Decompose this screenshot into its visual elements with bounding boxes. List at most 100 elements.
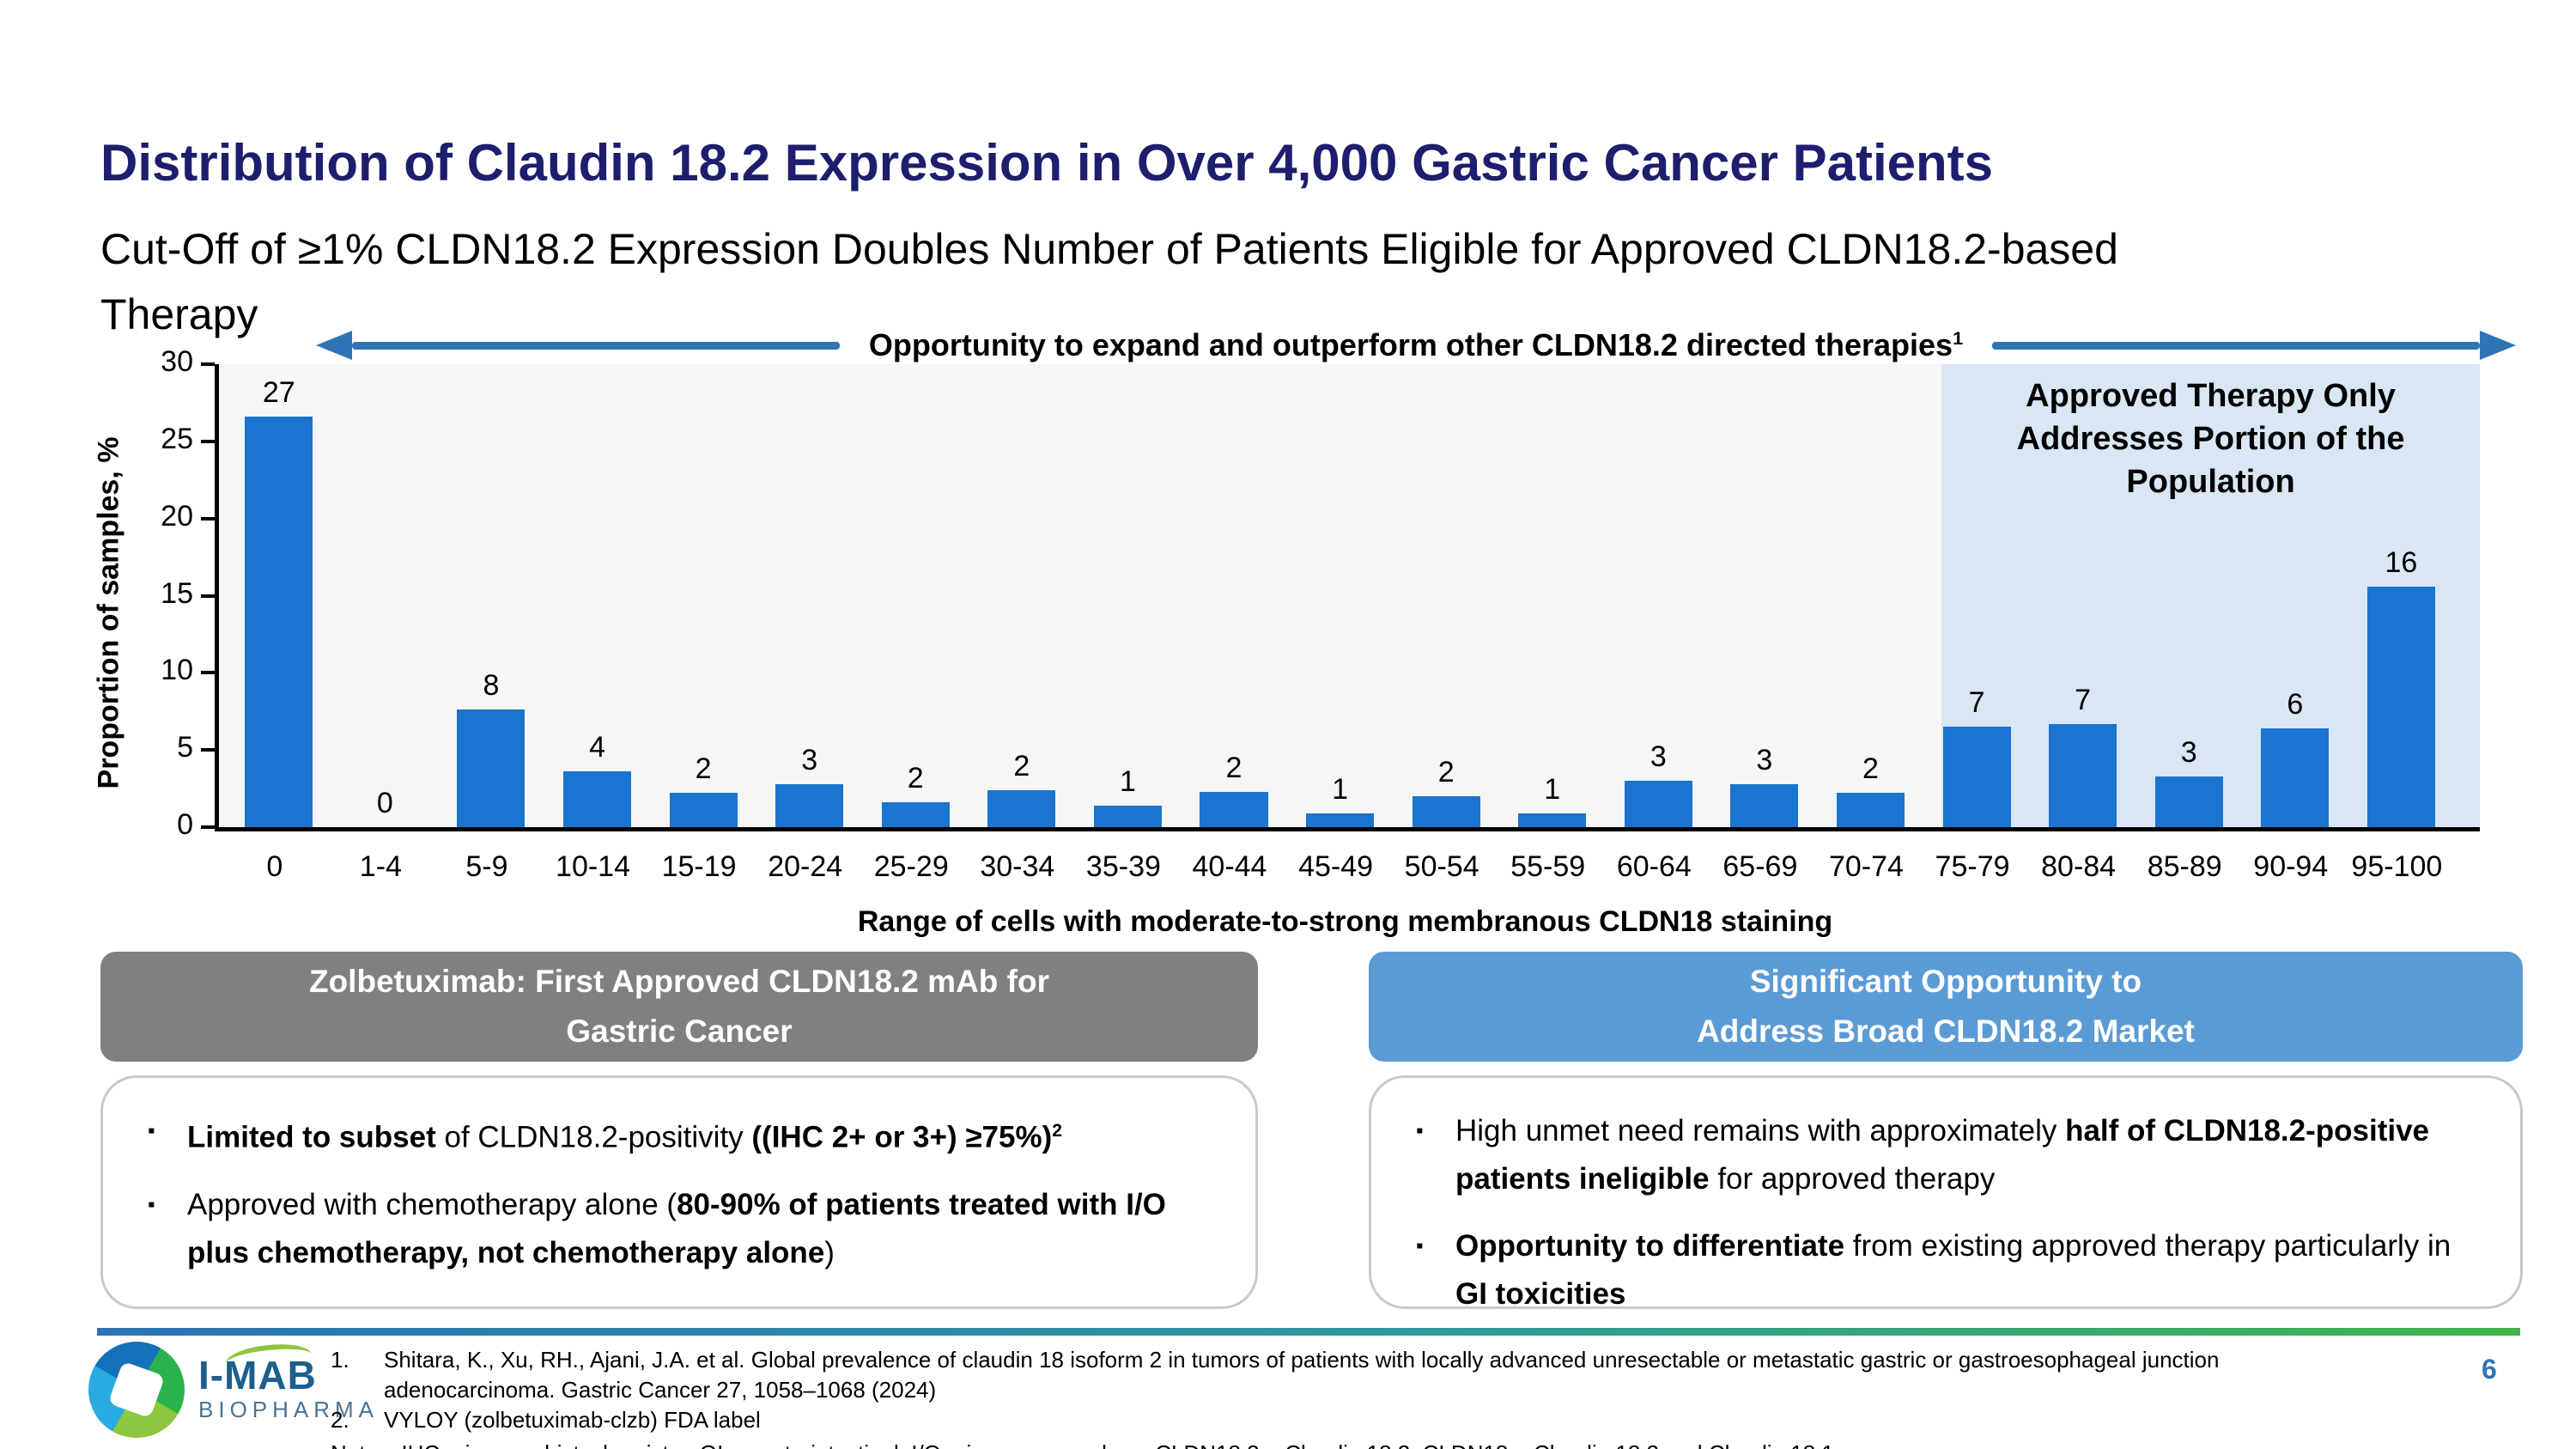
bar-value-label: 1 <box>1332 772 1349 806</box>
zolbetuximab-header-box: Zolbetuximab: First Approved CLDN18.2 mA… <box>100 952 1258 1062</box>
bar-value-label: 3 <box>2180 735 2197 769</box>
bar-value-label: 0 <box>376 787 393 819</box>
bar-slot: 0 <box>332 364 439 827</box>
y-axis-title: Proportion of samples, % <box>92 436 125 789</box>
bar <box>1306 813 1375 827</box>
x-axis-tick-label: 0 <box>266 850 283 883</box>
x-axis-tick-label: 40-44 <box>1192 850 1267 883</box>
bar-slot: 3 <box>1606 364 1712 827</box>
highlight-label: Approved Therapy Only Addresses Portion … <box>1941 374 2480 503</box>
y-axis-tick-label: 5 <box>177 731 193 764</box>
bar <box>881 802 950 827</box>
bar <box>2366 586 2435 827</box>
y-axis-tick-mark <box>201 671 215 675</box>
bar <box>1836 793 1905 827</box>
bar <box>1200 791 1268 827</box>
bar <box>245 417 313 827</box>
x-axis-tick-label: 55-59 <box>1510 850 1586 883</box>
bullet-item: ▪ Opportunity to differentiate from exist… <box>1416 1222 2482 1318</box>
bar-value-label: 2 <box>695 752 712 786</box>
bullet-square-icon: ▪ <box>1416 1119 1424 1142</box>
bar-slot: 16 <box>2348 364 2455 827</box>
bar-value-label: 7 <box>2075 683 2092 716</box>
bullet-square-icon: ▪ <box>148 1119 155 1142</box>
bar <box>562 771 632 827</box>
bullet-item: ▪ Limited to subset of CLDN18.2-positivit… <box>148 1107 1218 1162</box>
bar-slot: 7 <box>1923 364 2030 827</box>
bar-chart: Proportion of samples, % Approved Therap… <box>90 345 2486 965</box>
x-axis-title: Range of cells with moderate-to-strong m… <box>857 905 1833 938</box>
reference-item: 1. Shitara, K., Xu, RH., Ajani, J.A. et a… <box>331 1345 2357 1405</box>
y-axis-tick-label: 15 <box>161 576 193 610</box>
bar-value-label: 2 <box>907 762 924 795</box>
y-axis-tick-label: 30 <box>161 345 193 378</box>
reference-number: 2. <box>331 1407 349 1433</box>
x-axis-tick-label: 75-79 <box>1935 850 2010 883</box>
bar-slot: 6 <box>2242 364 2348 827</box>
bar-value-label: 1 <box>1119 764 1136 798</box>
bar <box>2049 723 2117 827</box>
y-axis-tick-label: 10 <box>161 654 193 687</box>
blue-header-line-2: Address Broad CLDN18.2 Market <box>1697 1014 2195 1049</box>
logo-name: I-MAB <box>198 1353 317 1397</box>
imab-biopharma-logo: I-MAB BIOPHARMA <box>88 1340 374 1443</box>
x-axis-tick-label: 90-94 <box>2253 850 2329 883</box>
bar-slot: 2 <box>969 364 1075 827</box>
x-axis-tick-label: 1-4 <box>359 850 402 883</box>
bar-value-label: 3 <box>1649 740 1667 774</box>
bar <box>1412 796 1480 827</box>
bar-value-label: 27 <box>262 376 295 410</box>
bar-slot: 1 <box>1287 364 1394 827</box>
y-axis-tick-label: 25 <box>161 422 193 455</box>
opportunity-bullet-box: ▪ High unmet need remains with approximat… <box>1369 1075 2523 1311</box>
bullet-text: Opportunity to differentiate from existi… <box>1455 1229 2451 1311</box>
arrow-line-right <box>1992 341 2481 350</box>
bar-slot: 2 <box>650 364 756 827</box>
bar-value-label: 3 <box>1756 743 1773 776</box>
footer-divider <box>97 1328 2520 1336</box>
bar-slot: 1 <box>1075 364 1182 827</box>
bullet-square-icon: ▪ <box>148 1192 155 1216</box>
bar-slot: 2 <box>862 364 969 827</box>
bar-value-label: 7 <box>1968 686 1985 720</box>
reference-text: VYLOY (zolbetuximab-clzb) FDA label <box>384 1407 761 1433</box>
bar-value-label: 1 <box>1544 772 1561 806</box>
bar-slot: 3 <box>1711 364 1818 827</box>
bar <box>2154 776 2223 827</box>
y-axis-tick-mark <box>201 594 215 598</box>
y-axis-tick-mark <box>201 825 215 829</box>
x-axis-tick-label: 85-89 <box>2147 850 2222 883</box>
bullet-item: ▪ Approved with chemotherapy alone (80-90… <box>148 1181 1218 1277</box>
x-axis-tick-label: 15-19 <box>661 850 737 883</box>
bullet-text: Approved with chemotherapy alone (80-90%… <box>187 1187 1166 1269</box>
opportunity-header-box: Significant Opportunity to Address Broad… <box>1369 952 2523 1062</box>
bar-slot: 4 <box>544 364 651 827</box>
highlight-label-line-2: Addresses Portion of the <box>2016 421 2405 457</box>
page-number: 6 <box>2482 1354 2497 1385</box>
gray-header-line-2: Gastric Cancer <box>566 1014 793 1049</box>
bar <box>669 793 738 827</box>
bullet-square-icon: ▪ <box>1416 1234 1424 1257</box>
y-axis-tick-mark <box>201 516 215 521</box>
y-axis-tick-mark <box>201 439 215 443</box>
y-axis-tick-mark <box>201 748 215 752</box>
logo-subtext: BIOPHARMA <box>198 1397 380 1422</box>
annotation-label-text: Opportunity to expand and outperform oth… <box>868 327 1953 362</box>
bar-slot: 1 <box>1499 364 1606 827</box>
bar <box>775 783 844 827</box>
bar <box>1942 727 2011 827</box>
bar-slot: 2 <box>1181 364 1287 827</box>
x-axis-tick-label: 70-74 <box>1828 850 1904 883</box>
annotation-label: Opportunity to expand and outperform oth… <box>869 327 1963 363</box>
bar-value-label: 3 <box>801 743 818 776</box>
bar <box>1730 783 1799 827</box>
gray-header-line-1: Zolbetuximab: First Approved CLDN18.2 mA… <box>308 964 1050 999</box>
bar <box>1518 813 1587 827</box>
bar-slot: 8 <box>438 364 544 827</box>
bar <box>2261 728 2330 827</box>
bar-slot: 2 <box>1393 364 1499 827</box>
blue-header-line-1: Significant Opportunity to <box>1749 964 2142 999</box>
bar-slot: 2 <box>1818 364 1924 827</box>
x-axis-tick-label: 95-100 <box>2351 850 2443 883</box>
